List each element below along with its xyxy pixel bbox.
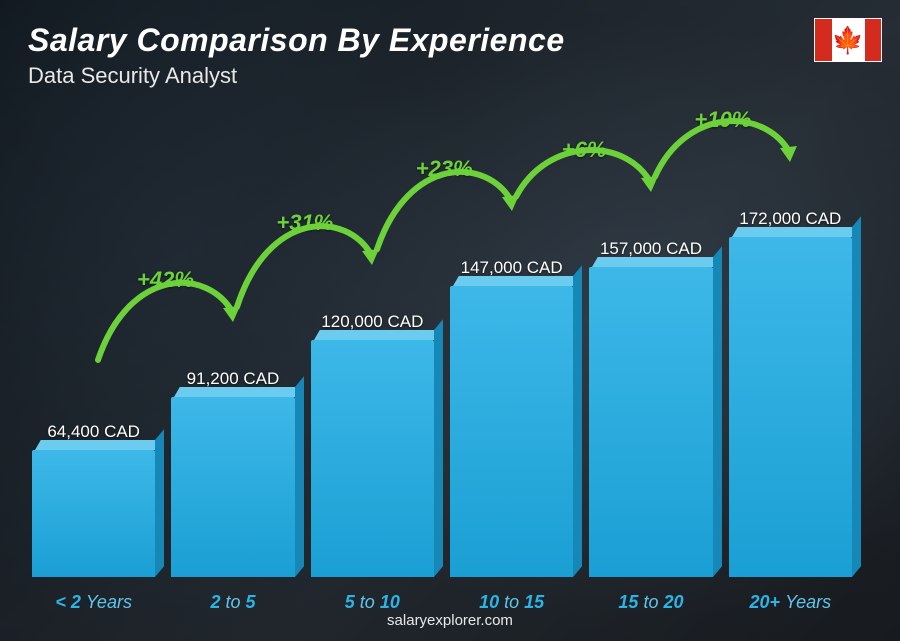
bar-rect <box>729 237 852 577</box>
bar-rect <box>450 286 573 577</box>
page-title: Salary Comparison By Experience <box>28 22 565 59</box>
header: Salary Comparison By Experience Data Sec… <box>28 22 565 89</box>
bar-1: 91,200 CAD <box>171 369 294 577</box>
x-axis-label: 2 to 5 <box>171 592 294 613</box>
bar-value-label: 120,000 CAD <box>321 312 423 332</box>
bar-5: 172,000 CAD <box>729 209 852 577</box>
x-axis-label: 20+ Years <box>729 592 852 613</box>
canada-flag-icon: 🍁 <box>814 18 882 62</box>
bar-value-label: 157,000 CAD <box>600 239 702 259</box>
bar-4: 157,000 CAD <box>589 239 712 577</box>
bar-value-label: 91,200 CAD <box>187 369 280 389</box>
bar-0: 64,400 CAD <box>32 422 155 577</box>
bar-3: 147,000 CAD <box>450 258 573 577</box>
x-axis-label: 10 to 15 <box>450 592 573 613</box>
bar-2: 120,000 CAD <box>311 312 434 577</box>
x-axis-label: 5 to 10 <box>311 592 434 613</box>
maple-leaf-icon: 🍁 <box>832 27 864 53</box>
bar-rect <box>171 397 294 577</box>
bar-rect <box>311 340 434 577</box>
x-axis-label: < 2 Years <box>32 592 155 613</box>
salary-bar-chart: 64,400 CAD 91,200 CAD 120,000 CAD 147,000 C… <box>32 117 852 577</box>
bar-rect <box>32 450 155 577</box>
bar-rect <box>589 267 712 577</box>
bar-value-label: 64,400 CAD <box>47 422 140 442</box>
page-subtitle: Data Security Analyst <box>28 63 565 89</box>
increase-pct-label: +6% <box>562 137 607 163</box>
x-axis-label: 15 to 20 <box>589 592 712 613</box>
bar-value-label: 172,000 CAD <box>739 209 841 229</box>
footer-attribution: salaryexplorer.com <box>0 612 900 629</box>
